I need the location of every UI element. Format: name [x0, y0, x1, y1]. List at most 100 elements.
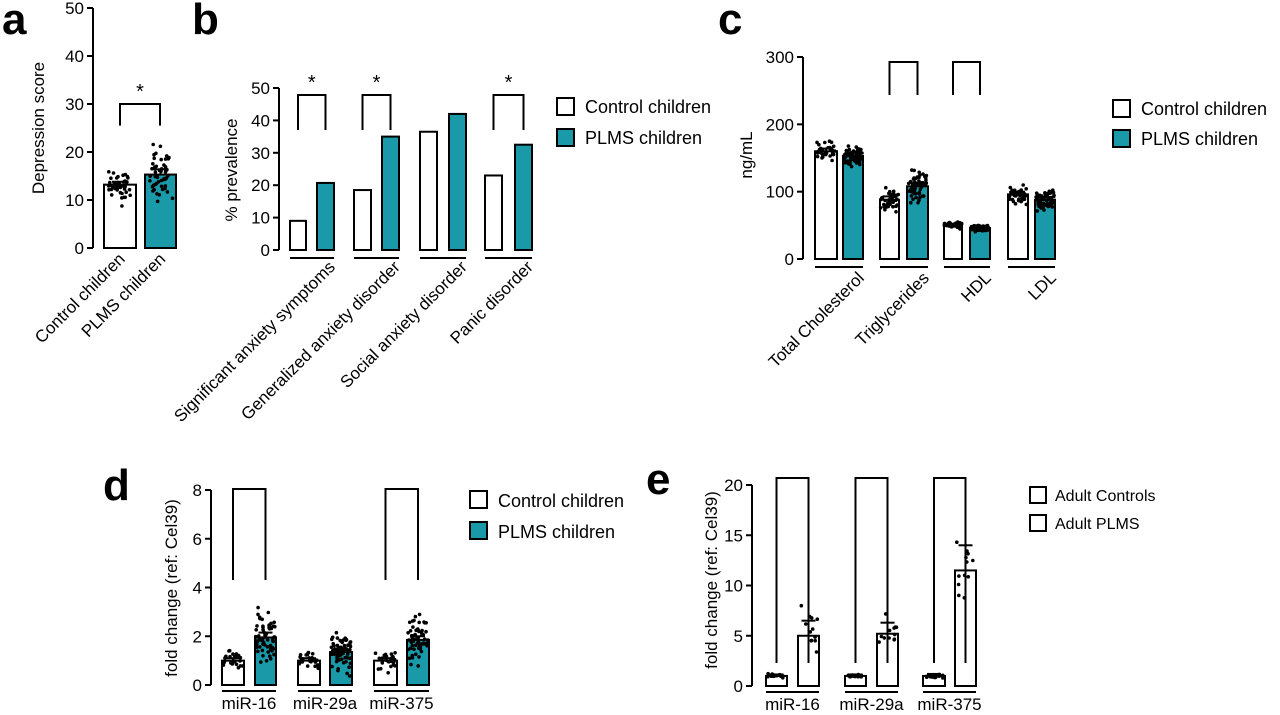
- data-point: [424, 629, 428, 634]
- data-point: [891, 189, 896, 194]
- panel-e-ylabel: fold change (ref: Cel39): [702, 491, 721, 669]
- data-point: [154, 151, 158, 156]
- legend-swatch-control: [556, 97, 575, 116]
- panel-c-letter: c: [718, 0, 742, 44]
- data-point: [389, 659, 394, 664]
- data-point: [910, 168, 914, 172]
- data-point: [238, 659, 242, 663]
- data-point: [253, 634, 258, 639]
- data-point: [942, 223, 947, 228]
- data-point: [163, 184, 168, 188]
- legend-label-control: Control children: [498, 491, 624, 511]
- data-point: [815, 617, 820, 621]
- y-tick-label: 10: [65, 191, 84, 210]
- bar-control: [419, 130, 438, 252]
- data-point: [883, 207, 887, 212]
- data-point: [416, 664, 421, 668]
- y-tick-label: 40: [251, 111, 270, 130]
- data-point: [261, 636, 265, 640]
- panel-e: e fold change (ref: Cel39) 0 5 10 15 20 miR-1…: [646, 455, 1156, 714]
- significance-bracket: [854, 477, 889, 663]
- bar-plms: [969, 227, 991, 261]
- x-tick-label: miR-375: [369, 694, 433, 713]
- data-point: [410, 653, 415, 658]
- data-point: [386, 671, 391, 675]
- data-point: [924, 674, 929, 679]
- data-point: [231, 652, 235, 656]
- data-point: [858, 155, 862, 160]
- y-tick-label: 15: [724, 526, 743, 545]
- data-point: [921, 194, 926, 198]
- data-point: [378, 666, 383, 671]
- data-point: [162, 163, 166, 167]
- data-point: [892, 632, 897, 637]
- data-point: [917, 175, 921, 180]
- y-tick-label: 0: [261, 241, 270, 260]
- y-tick-label: 10: [724, 577, 743, 596]
- data-point: [1039, 202, 1044, 207]
- data-point: [1050, 205, 1055, 209]
- data-point: [408, 646, 413, 651]
- bar-plms: [381, 135, 400, 252]
- data-point: [894, 210, 898, 214]
- panel-e-plot: 0 5 10 15 20 miR-16 miR-29a miR-375: [724, 476, 982, 714]
- data-point: [255, 624, 259, 628]
- data-point: [230, 661, 235, 665]
- data-point: [956, 582, 961, 587]
- data-point: [815, 154, 820, 159]
- legend-label-plms: PLMS children: [498, 522, 615, 542]
- data-point: [419, 649, 424, 654]
- data-point: [152, 188, 156, 192]
- data-point: [407, 620, 412, 625]
- data-point: [858, 162, 862, 167]
- data-point: [813, 638, 817, 643]
- y-tick-label: 30: [251, 144, 270, 163]
- significance-label: *: [308, 72, 316, 94]
- x-tick-label: HDL: [957, 268, 994, 305]
- data-point: [153, 182, 158, 187]
- y-tick-label: 0: [75, 239, 84, 258]
- data-point: [124, 190, 128, 194]
- data-point: [895, 203, 899, 207]
- data-point: [409, 640, 414, 644]
- data-point: [163, 157, 168, 161]
- data-point: [344, 638, 348, 642]
- data-point: [266, 610, 271, 615]
- data-point: [406, 631, 410, 635]
- legend-label-control: Control children: [585, 97, 711, 117]
- panel-b-ylabel: % prevalence: [222, 118, 241, 221]
- data-point: [1045, 203, 1049, 208]
- data-point: [163, 176, 168, 181]
- data-point: [883, 198, 887, 203]
- data-point: [813, 635, 817, 639]
- data-point: [234, 652, 239, 656]
- panel-b-legend: Control children PLMS children: [556, 97, 711, 148]
- data-point: [858, 149, 862, 153]
- data-point: [159, 157, 163, 162]
- data-point: [973, 229, 978, 234]
- panel-d-legend: Control children PLMS children: [469, 490, 624, 542]
- significance-bracket: [952, 61, 981, 95]
- data-point: [417, 646, 421, 651]
- y-tick-label: 200: [766, 115, 794, 134]
- bar-plms: [514, 143, 533, 251]
- data-point: [887, 628, 892, 633]
- data-point: [1037, 204, 1041, 209]
- data-point: [884, 203, 889, 208]
- data-point: [912, 191, 917, 196]
- data-point: [829, 140, 834, 145]
- data-point: [122, 185, 127, 190]
- data-point: [414, 652, 418, 657]
- data-point: [1036, 200, 1041, 205]
- data-point: [261, 654, 265, 658]
- data-point: [914, 195, 918, 200]
- data-point: [933, 675, 938, 680]
- data-point: [955, 540, 959, 544]
- data-point: [306, 650, 311, 655]
- bar-control: [484, 174, 503, 251]
- data-point: [892, 626, 896, 630]
- significance-label: *: [373, 72, 381, 94]
- significance-bracket: [933, 477, 967, 663]
- data-point: [415, 627, 420, 632]
- data-point: [120, 204, 124, 208]
